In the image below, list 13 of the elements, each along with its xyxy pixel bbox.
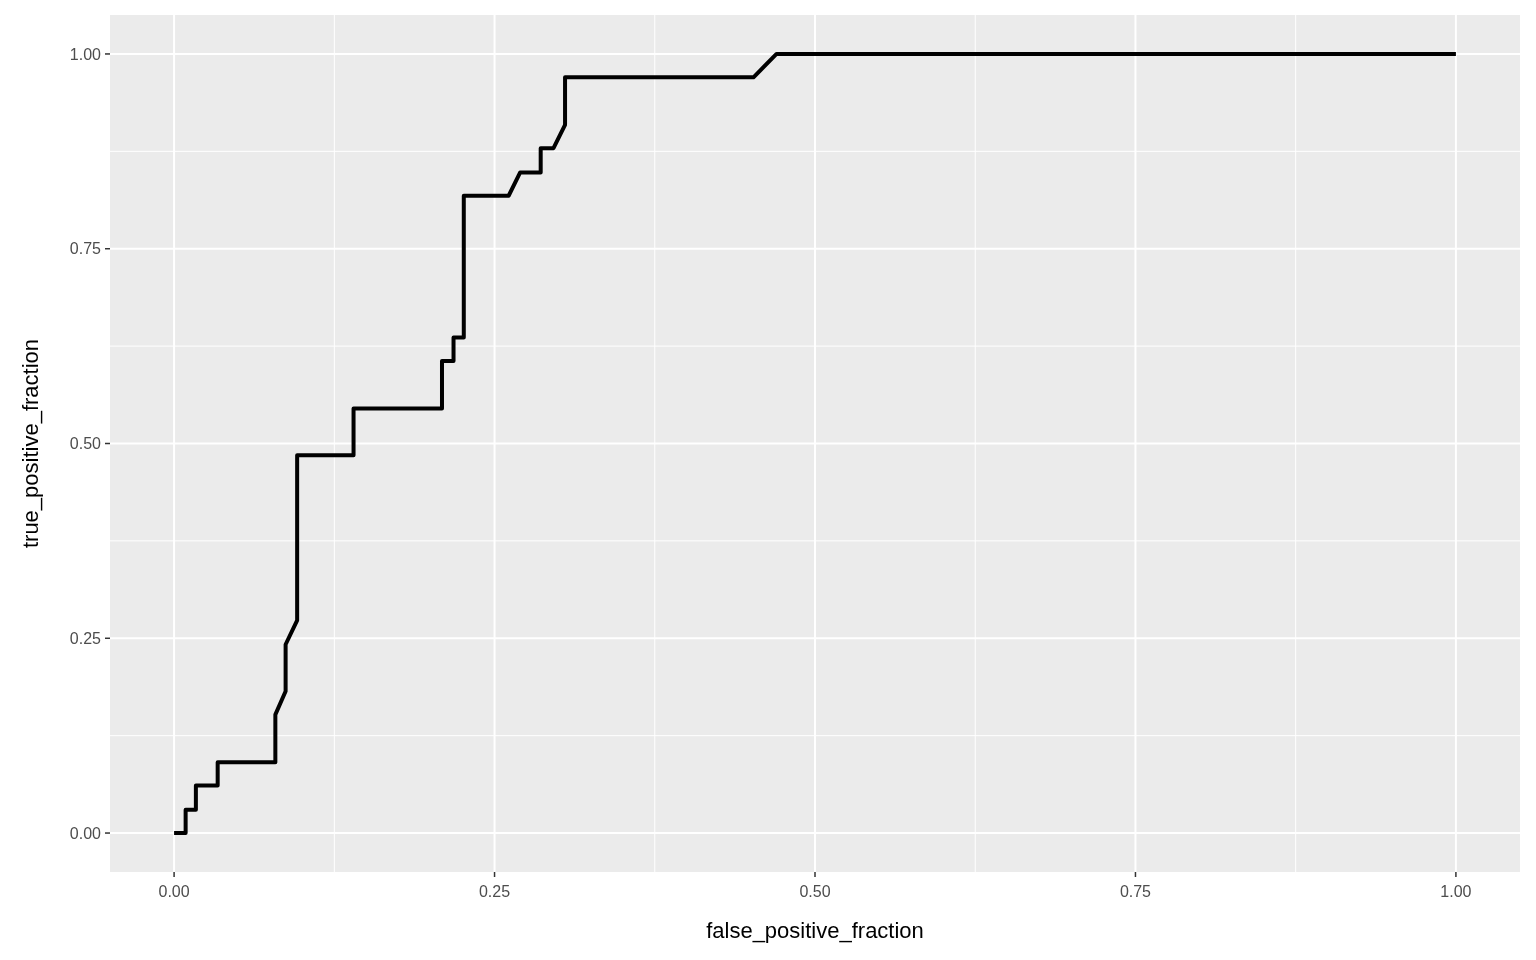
- y-tick-label: 0.25: [69, 629, 102, 647]
- y-tick-label: 0.75: [69, 240, 102, 258]
- y-tick-label: 1.00: [69, 45, 102, 63]
- x-tick-label: 0.75: [1119, 883, 1152, 900]
- x-tick-label: 0.00: [158, 883, 190, 900]
- x-axis-title: false_positive_fraction: [706, 918, 924, 943]
- line-series: [172, 51, 1458, 836]
- y-axis-title: true_positive_fraction: [18, 338, 43, 549]
- x-tick-label: 0.25: [478, 883, 511, 900]
- y-tick-label: 0.50: [69, 435, 102, 453]
- x-tick-label: 1.00: [1440, 883, 1472, 900]
- x-tick-label: 0.50: [799, 883, 831, 900]
- y-tick-label: 0.00: [69, 824, 102, 842]
